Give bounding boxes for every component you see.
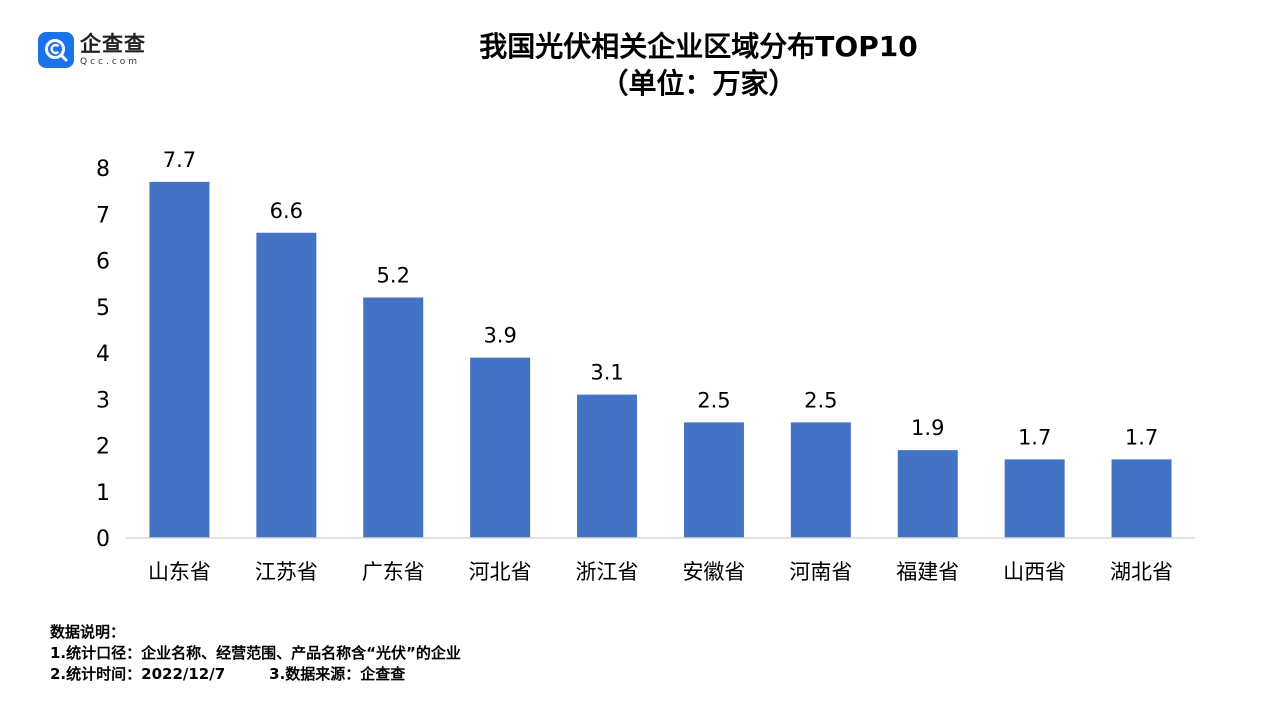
brand-domain: Qcc.com (80, 56, 141, 67)
x-tick-label: 江苏省 (255, 560, 318, 584)
x-tick-label: 湖北省 (1110, 560, 1173, 584)
notes-source: 3.数据来源：企查查 (269, 665, 406, 683)
x-tick-label: 山西省 (1003, 560, 1066, 584)
chart-title: 我国光伏相关企业区域分布TOP10 (479, 30, 918, 63)
y-tick-label: 0 (96, 527, 110, 552)
bar-value-label: 1.7 (1125, 425, 1158, 449)
bar-value-label: 2.5 (804, 388, 837, 412)
chart-title-block: 我国光伏相关企业区域分布TOP10 （单位：万家） (0, 28, 1267, 102)
qcc-logo-icon (38, 32, 74, 68)
bar-value-label: 3.9 (483, 324, 516, 348)
data-notes: 数据说明： 1.统计口径：企业名称、经营范围、产品名称含“光伏”的企业 2.统计… (50, 622, 461, 685)
x-tick-label: 河北省 (469, 560, 532, 584)
bar-value-label: 7.7 (163, 148, 196, 172)
bar (1004, 459, 1065, 538)
notes-scope: 1.统计口径：企业名称、经营范围、产品名称含“光伏”的企业 (50, 644, 461, 662)
bar (363, 297, 424, 538)
y-tick-label: 2 (96, 435, 110, 460)
bar (683, 422, 744, 538)
bar (1111, 459, 1172, 538)
notes-row: 2.统计时间：2022/12/7 3.数据来源：企查查 (50, 664, 461, 685)
bar-value-label: 1.9 (911, 416, 944, 440)
y-tick-label: 7 (96, 203, 110, 228)
bar (897, 450, 958, 538)
y-tick-label: 6 (96, 250, 110, 275)
notes-heading: 数据说明： (50, 623, 126, 641)
bar-value-label: 2.5 (697, 388, 730, 412)
y-tick-label: 1 (96, 481, 110, 506)
bar (256, 232, 317, 538)
y-tick-label: 4 (96, 342, 110, 367)
chart-subtitle: （单位：万家） (600, 67, 797, 100)
bar-value-label: 5.2 (377, 264, 410, 288)
x-tick-label: 河南省 (789, 560, 852, 584)
x-tick-label: 福建省 (896, 560, 959, 584)
bar-value-label: 1.7 (1018, 425, 1051, 449)
notes-date: 2.统计时间：2022/12/7 (50, 665, 226, 683)
bar (790, 422, 851, 538)
bar-value-label: 3.1 (590, 361, 623, 385)
bar (470, 357, 531, 538)
x-tick-label: 山东省 (148, 560, 211, 584)
x-tick-label: 浙江省 (576, 560, 639, 584)
bar-value-label: 6.6 (270, 199, 303, 223)
brand-logo: 企查查 Qcc.com (38, 32, 146, 68)
y-tick-label: 3 (96, 388, 110, 413)
x-tick-label: 安徽省 (682, 560, 745, 584)
y-tick-label: 5 (96, 296, 110, 321)
x-tick-label: 广东省 (362, 560, 425, 584)
y-tick-label: 8 (96, 157, 110, 182)
bar (149, 181, 210, 538)
bar (577, 394, 638, 538)
brand-name: 企查查 (80, 31, 146, 56)
